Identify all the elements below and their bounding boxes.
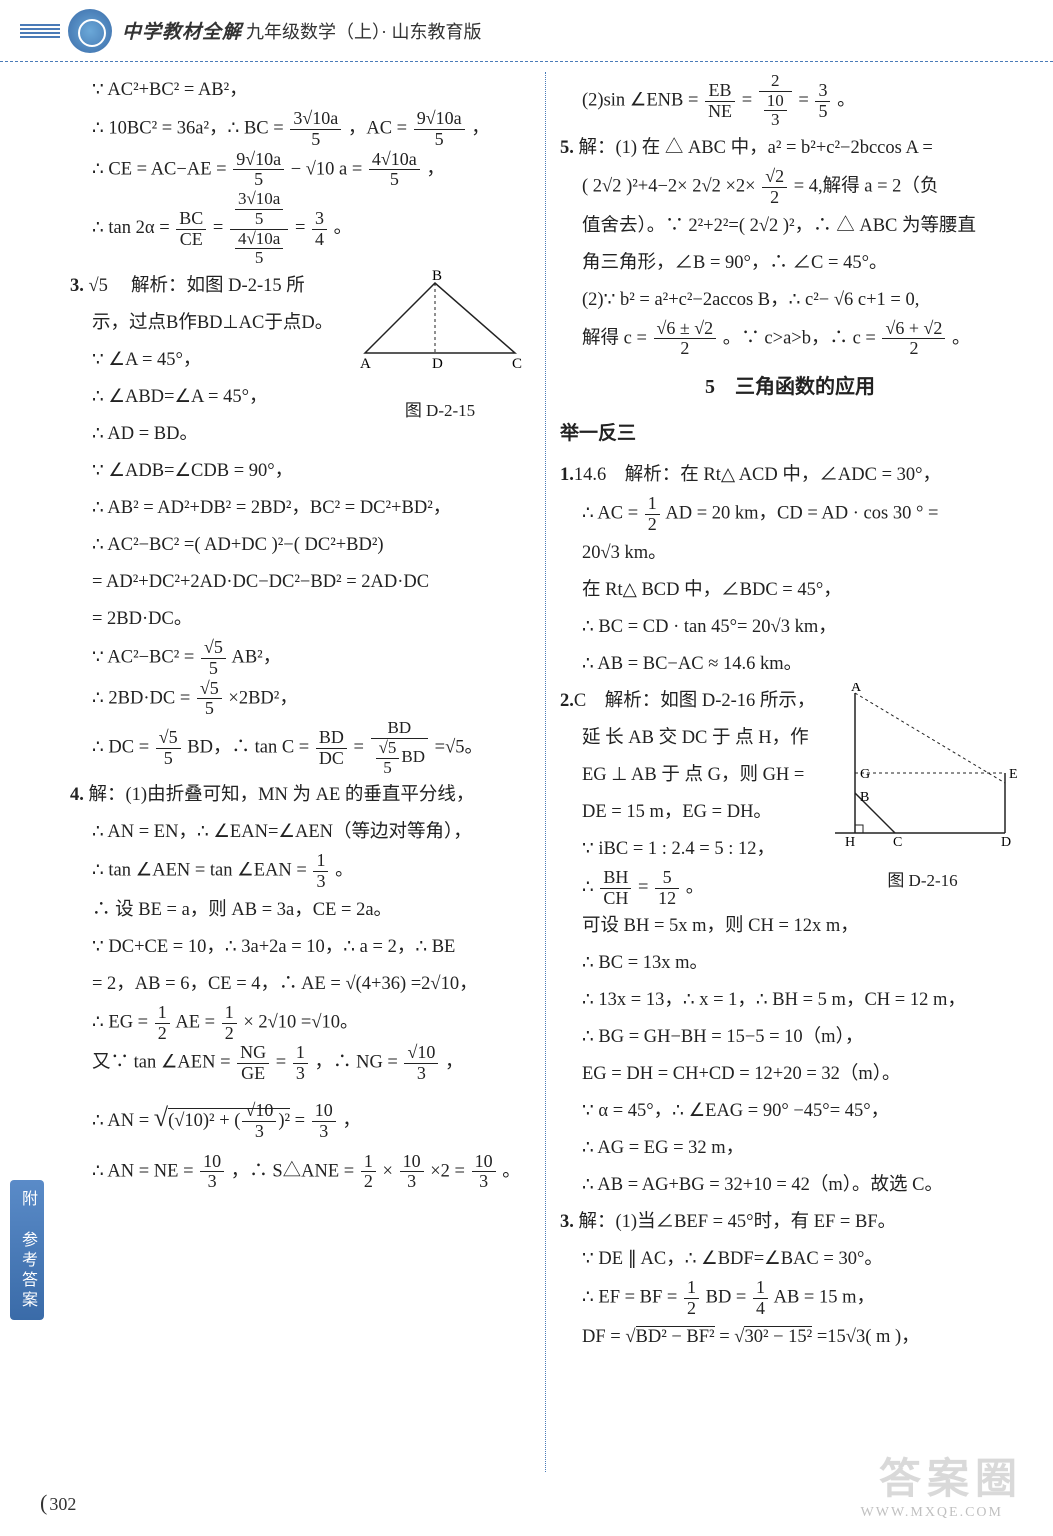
subsection-heading: 举一反三	[560, 415, 1020, 453]
math-line: = AD²+DC²+2AD·DC−DC²−BD² = 2AD·DC	[70, 564, 530, 601]
svg-text:A: A	[360, 356, 371, 372]
svg-text:G: G	[860, 767, 870, 782]
math-line: ∴ tan 2α = BCCE = 3√10a54√10a5 = 34 。	[70, 190, 530, 268]
header-title-sub: 九年级数学（上）· 山东教育版	[246, 18, 482, 44]
math-line: ∴ DC = √55 BD，∴ tan C = BDDC = BD√55BD =…	[70, 719, 530, 777]
math-line: 又∵ tan ∠AEN = NGGE = 13 ，∴ NG = √103 ，	[70, 1043, 530, 1084]
svg-text:C: C	[893, 835, 902, 848]
math-line: 20√3 km。	[560, 535, 1020, 572]
svg-text:E: E	[1009, 767, 1018, 782]
math-line: ∴ AC²−BC² =( AD+DC )²−( DC²+BD²)	[70, 527, 530, 564]
math-line: = 2，AB = 6，CE = 4，∴ AE = √(4+36) =2√10，	[70, 966, 530, 1003]
math-line: ∵ DE ∥ AC，∴ ∠BDF=∠BAC = 30°。	[560, 1241, 1020, 1278]
math-line: ∴ AB² = AD²+DB² = 2BD²，BC² = DC²+BD²，	[70, 490, 530, 527]
math-line: ∴ AN = EN，∴ ∠EAN=∠AEN（等边对等角），	[70, 814, 530, 851]
sidebar-tab-answers: 附 参考答案	[10, 1180, 44, 1320]
geometry-diagram-icon: A G B H C D E	[825, 683, 1020, 848]
column-divider	[530, 72, 560, 1472]
math-line: ∴ CE = AC−AE = 9√10a5 − √10 a = 4√10a5 ，	[70, 150, 530, 191]
problem-number: 4. 解：(1)由折叠可知，MN 为 AE 的垂直平分线，	[70, 777, 530, 814]
math-line: ∴ tan ∠AEN = tan ∠EAN = 13 。	[70, 851, 530, 892]
math-line: ∵ DC+CE = 10，∴ 3a+2a = 10，∴ a = 2，∴ BE	[70, 929, 530, 966]
math-line: ∵ α = 45°，∴ ∠EAG = 90° −45°= 45°，	[560, 1093, 1020, 1130]
svg-text:H: H	[845, 835, 855, 848]
right-column: (2)sin ∠ENB = EBNE = 2103 = 35 。 5. 解：(1…	[560, 72, 1020, 1472]
math-line: ∴ BC = CD · tan 45°= 20√3 km，	[560, 609, 1020, 646]
math-line: ∴ 2BD·DC = √55 ×2BD²，	[70, 679, 530, 720]
math-line: ∴ 10BC² = 36a²，∴ BC = 3√10a5 ，AC = 9√10a…	[70, 109, 530, 150]
problem-number: 1.14.6 解析：在 Rt△ ACD 中，∠ADC = 30°，	[560, 457, 1020, 494]
svg-text:A: A	[851, 683, 862, 695]
math-line: (2)∵ b² = a²+c²−2accos B，∴ c²− √6 c+1 = …	[560, 282, 1020, 319]
header-stripes	[20, 24, 60, 38]
math-line: 角三角形，∠B = 90°，∴ ∠C = 45°。	[560, 245, 1020, 282]
section-title: 5 三角函数的应用	[560, 367, 1020, 407]
book-logo-icon	[68, 9, 112, 53]
figure-caption: 图 D-2-15	[350, 394, 530, 428]
math-line: ∴ AN = NE = 103 ，∴ S△ANE = 12 × 103 ×2 =…	[70, 1152, 530, 1193]
math-line: 解得 c = √6 ± √22 。∵ c>a>b，∴ c = √6 + √22 …	[560, 319, 1020, 360]
math-line: ∴ EF = BF = 12 BD = 14 AB = 15 m，	[560, 1278, 1020, 1319]
problem-number: 3. 解：(1)当∠BEF = 45°时，有 EF = BF。	[560, 1204, 1020, 1241]
math-line: ∵ AC²−BC² = √55 AB²，	[70, 638, 530, 679]
math-line: ∵ AC²+BC² = AB²，	[70, 72, 530, 109]
figure-d-2-16: A G B H C D E 图 D-2-16	[825, 683, 1020, 873]
figure-caption: 图 D-2-16	[825, 864, 1020, 898]
math-line: 值舍去）。∵ 2²+2²=( 2√2 )²，∴ △ ABC 为等腰直	[560, 208, 1020, 245]
figure-d-2-15: A B C D 图 D-2-15	[350, 268, 530, 398]
math-line: ∴ AB = BC−AC ≈ 14.6 km。	[560, 646, 1020, 683]
svg-text:B: B	[860, 790, 869, 805]
math-line: EG = DH = CH+CD = 12+20 = 32（m）。	[560, 1056, 1020, 1093]
math-line: ∵ ∠ADB=∠CDB = 90°，	[70, 453, 530, 490]
svg-text:C: C	[512, 356, 522, 372]
svg-text:D: D	[432, 356, 443, 372]
math-line: ∴ AG = EG = 32 m，	[560, 1130, 1020, 1167]
math-line: 在 Rt△ BCD 中，∠BDC = 45°，	[560, 572, 1020, 609]
watermark-text: 答案圈	[879, 1445, 1023, 1506]
math-line: ( 2√2 )²+4−2× 2√2 ×2× √22 = 4,解得 a = 2（负	[560, 167, 1020, 208]
page-header: 中学教材全解 九年级数学（上）· 山东教育版	[0, 0, 1053, 62]
math-line: ∴ AB = AG+BG = 32+10 = 42（m）。故选 C。	[560, 1167, 1020, 1204]
math-line: (2)sin ∠ENB = EBNE = 2103 = 35 。	[560, 72, 1020, 130]
math-line: ∴ BG = GH−BH = 15−5 = 10（m），	[560, 1019, 1020, 1056]
math-line: ∴ 13x = 13，∴ x = 1，∴ BH = 5 m，CH = 12 m，	[560, 982, 1020, 1019]
math-line: ∴ EG = 12 AE = 12 × 2√10 =√10。	[70, 1003, 530, 1044]
triangle-diagram-icon: A B C D	[350, 268, 530, 378]
header-title-main: 中学教材全解	[122, 17, 242, 44]
page-number: 302	[40, 1490, 76, 1516]
math-line: ∴ 设 BE = a，则 AB = 3a，CE = 2a。	[70, 892, 530, 929]
problem-number: 5. 解：(1) 在 △ ABC 中，a² = b²+c²−2bccos A =	[560, 130, 1020, 167]
content-columns: ∵ AC²+BC² = AB²， ∴ 10BC² = 36a²，∴ BC = 3…	[0, 62, 1053, 1482]
svg-text:B: B	[432, 268, 442, 284]
math-line: ∴ BC = 13x m。	[560, 945, 1020, 982]
math-line: DF = √BD² − BF² = √30² − 15² =15√3( m )，	[560, 1319, 1020, 1356]
math-line: ∴ AC = 12 AD = 20 km，CD = AD · cos 30 ° …	[560, 494, 1020, 535]
svg-text:D: D	[1001, 835, 1011, 848]
left-column: ∵ AC²+BC² = AB²， ∴ 10BC² = 36a²，∴ BC = 3…	[70, 72, 530, 1472]
math-line: = 2BD·DC。	[70, 601, 530, 638]
math-line: ∴ AN = √(√10)² + (√103)² = 103 ，	[70, 1084, 530, 1152]
watermark-url: WWW.MXQE.COM	[861, 1505, 1003, 1521]
math-line: 可设 BH = 5x m，则 CH = 12x m，	[560, 908, 1020, 945]
